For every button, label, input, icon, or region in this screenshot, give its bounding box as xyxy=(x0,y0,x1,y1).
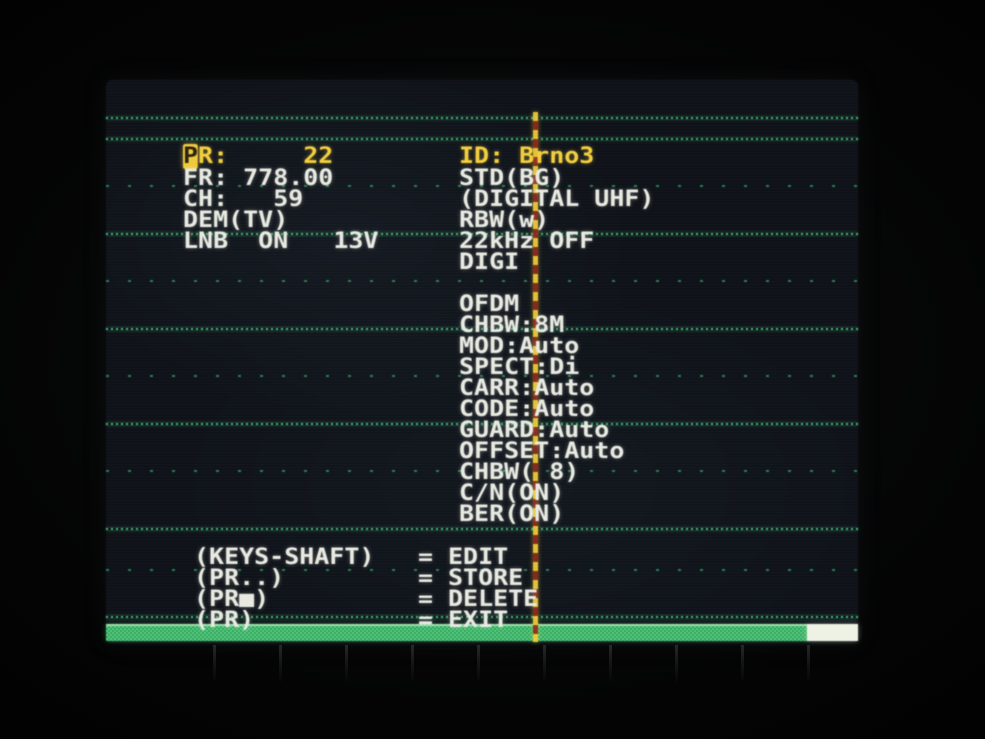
param-guard-line: GUARD:Auto xyxy=(459,418,610,443)
graticule-line xyxy=(106,375,858,377)
reflection-streak xyxy=(609,645,612,683)
key-help-equals: = xyxy=(418,545,434,570)
key-help-action: STORE xyxy=(448,566,524,591)
reflection-streak xyxy=(345,645,348,683)
reflection-streak xyxy=(213,645,216,683)
graticule-line xyxy=(106,328,858,330)
param-mod-line: MOD:Auto xyxy=(459,334,580,359)
graticule-line xyxy=(106,569,858,571)
graticule-line xyxy=(106,616,858,618)
reflection-streak xyxy=(279,645,282,683)
crt-screen: PR: 22 FR: 778.00 CH: 59 DEM(TV) LNB ON … xyxy=(106,80,858,643)
program-number-text: R: 22 xyxy=(198,144,334,169)
bottom-bar-green-segment xyxy=(106,624,807,641)
key-help-action: EXIT xyxy=(448,608,509,633)
reflection-streak xyxy=(741,645,744,683)
key-help-equals: = xyxy=(418,587,434,612)
reflection-streak xyxy=(675,645,678,683)
key-help-equals: = xyxy=(418,566,434,591)
key-help-action: DELETE xyxy=(448,587,539,612)
id-line: ID: Brno3 xyxy=(459,144,595,169)
param-ber-line: BER(ON) xyxy=(459,502,565,527)
param-cn-line: C/N(ON) xyxy=(459,481,565,506)
channel-line: CH: 59 xyxy=(183,187,304,212)
graticule-line xyxy=(106,138,858,140)
lnb-power-line: LNB ON 13V xyxy=(183,229,379,254)
frequency-line: FR: 778.00 xyxy=(183,166,334,191)
param-chbw-line: CHBW:8M xyxy=(459,313,565,338)
key-help-key: (KEYS-SHAFT) xyxy=(194,545,375,570)
key-help-key: (PR■) xyxy=(194,587,270,612)
reflection-streak xyxy=(477,645,480,683)
reflection-streak xyxy=(807,645,810,683)
graticule-line xyxy=(106,185,858,187)
graticule-line xyxy=(106,117,858,119)
param-carr-line: CARR:Auto xyxy=(459,376,595,401)
reflection-streak xyxy=(411,645,414,683)
param-code-line: CODE:Auto xyxy=(459,397,595,422)
band-line: (DIGITAL UHF) xyxy=(459,187,655,212)
graticule-line xyxy=(106,528,858,530)
digi-line: DIGI xyxy=(459,250,520,275)
graticule-line xyxy=(106,423,858,425)
param-spect-line: SPECT:Di xyxy=(459,355,580,380)
key-help-equals: = xyxy=(418,608,434,633)
reflection-streak xyxy=(543,645,546,683)
graticule-line xyxy=(106,280,858,282)
key-help-action: EDIT xyxy=(448,545,509,570)
param-offset-line: OFFSET:Auto xyxy=(459,439,625,464)
graticule-line xyxy=(106,470,858,472)
program-inverse-badge: P xyxy=(183,144,199,169)
key-help-key: (PR) xyxy=(194,608,255,633)
tone-22khz-line: 22kHz OFF xyxy=(459,229,595,254)
bottom-bar-white-segment xyxy=(807,624,858,641)
tuning-marker-line xyxy=(533,112,538,642)
graticule-line xyxy=(106,233,858,235)
rbw-line: RBW(w) xyxy=(459,208,550,233)
param-ofdm-line: OFDM xyxy=(459,292,520,317)
demodulation-line: DEM(TV) xyxy=(183,208,289,233)
program-number-line: PR: 22 xyxy=(183,144,334,169)
key-help-key: (PR..) xyxy=(194,566,285,591)
standard-line: STD(BG) xyxy=(459,166,565,191)
param-chbw2-line: CHBW( 8) xyxy=(459,460,580,485)
